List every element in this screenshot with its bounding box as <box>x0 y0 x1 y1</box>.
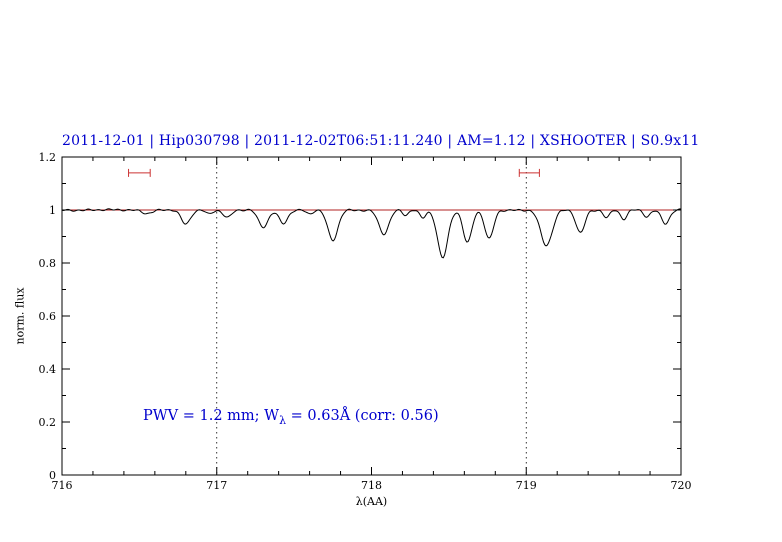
x-tick-label: 719 <box>516 479 537 492</box>
y-tick-label: 0 <box>49 469 56 482</box>
y-axis-label: norm. flux <box>13 287 27 345</box>
x-tick-label: 716 <box>52 479 73 492</box>
annotation-prefix: PWV = 1.2 mm; W <box>143 408 280 424</box>
spectrum-line <box>61 208 682 259</box>
y-tick-label: 0.2 <box>39 416 57 429</box>
x-tick-label: 717 <box>206 479 227 492</box>
y-tick-label: 1 <box>49 204 56 217</box>
annotation-lambda-subscript: λ <box>279 413 287 427</box>
y-tick-label: 0.4 <box>39 363 57 376</box>
pwv-annotation: PWV = 1.2 mm; Wλ = 0.63Å (corr: 0.56) <box>143 408 439 427</box>
plot-title: 2011-12-01 | Hip030798 | 2011-12-02T06:5… <box>62 133 700 149</box>
y-tick-label: 0.6 <box>39 310 57 323</box>
x-tick-label: 718 <box>361 479 382 492</box>
x-axis-label: λ(AA) <box>355 495 388 508</box>
x-tick-label: 720 <box>671 479 692 492</box>
annotation-suffix: = 0.63Å (corr: 0.56) <box>286 408 439 424</box>
y-tick-label: 1.2 <box>39 151 57 164</box>
plot-frame <box>61 156 682 476</box>
y-tick-label: 0.8 <box>39 257 57 270</box>
